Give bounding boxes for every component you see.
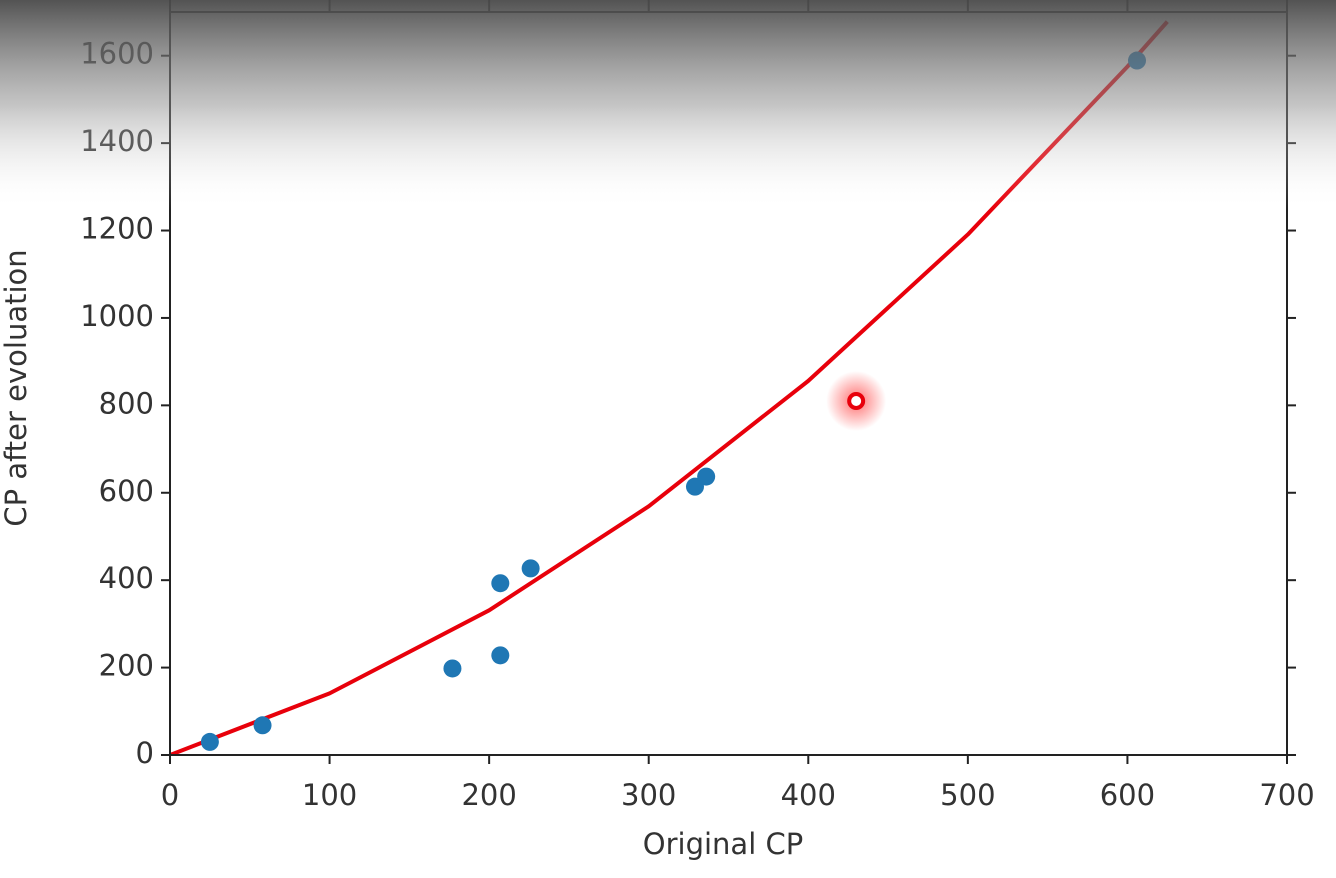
scatter-point — [491, 574, 510, 593]
scatter-point — [521, 559, 540, 578]
x-tick-label: 100 — [302, 778, 357, 812]
screen-shade — [0, 0, 1336, 210]
y-tick-label: 200 — [99, 649, 154, 683]
scatter-point — [253, 716, 272, 735]
scatter-point — [443, 659, 462, 678]
scatter-point — [200, 732, 219, 751]
x-tick-label: 600 — [1100, 778, 1155, 812]
y-tick-label: 1000 — [80, 299, 154, 333]
scatter-point — [491, 646, 510, 665]
y-tick-label: 600 — [99, 474, 154, 508]
x-tick-label: 400 — [781, 778, 836, 812]
y-axis-label: CP after evoluation — [0, 249, 33, 526]
x-tick-label: 300 — [621, 778, 676, 812]
x-axis-label: Original CP — [643, 827, 803, 861]
x-tick-label: 700 — [1259, 778, 1314, 812]
highlight-point — [847, 391, 866, 410]
x-tick-label: 200 — [461, 778, 516, 812]
y-tick-label: 0 — [136, 736, 154, 770]
y-tick-label: 400 — [99, 561, 154, 595]
x-tick-label: 0 — [161, 778, 179, 812]
x-tick-label: 500 — [940, 778, 995, 812]
y-tick-label: 800 — [99, 386, 154, 420]
scatter-point — [697, 467, 716, 486]
y-tick-label: 1200 — [80, 212, 154, 246]
